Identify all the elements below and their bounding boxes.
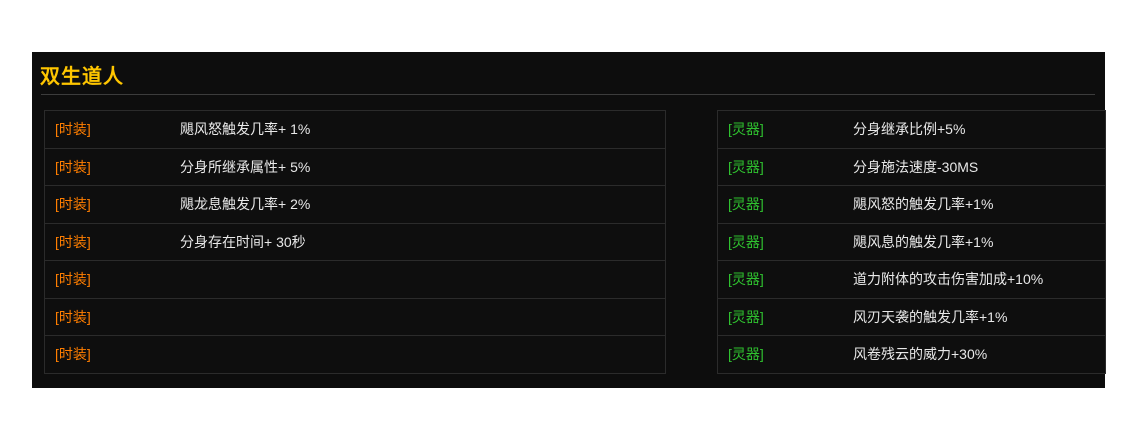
fashion-tag: [时装] [55,271,91,288]
lingqi-tag: [灵器] [728,196,764,213]
fashion-effects-table: [时装] 飓风怒触发几率+ 1% [时装] 分身所继承属性+ 5% [时装] 飓… [44,110,666,374]
table-row: [灵器] 飓风息的触发几率+1% [718,224,1105,261]
effect-text: 风刃天袭的触发几率+1% [853,308,1008,325]
table-row: [时装] [45,261,665,299]
effect-text: 飓风怒的触发几率+1% [853,196,994,213]
table-row: [时装] 飓风怒触发几率+ 1% [45,111,665,149]
table-row: [时装] [45,336,665,373]
title-divider [41,94,1095,95]
lingqi-tag: [灵器] [728,346,764,363]
fashion-tag: [时装] [55,196,91,213]
effect-text: 道力附体的攻击伤害加成+10% [853,271,1044,288]
table-row: [时装] 分身所继承属性+ 5% [45,149,665,186]
page-title: 双生道人 [40,66,124,88]
lingqi-tag: [灵器] [728,158,764,175]
table-row: [时装] 飓龙息触发几率+ 2% [45,186,665,224]
lingqi-tag: [灵器] [728,121,764,138]
effect-text: 分身存在时间+ 30秒 [180,233,306,250]
lingqi-tag: [灵器] [728,271,764,288]
lingqi-effects-table: [灵器] 分身继承比例+5% [灵器] 分身施法速度-30MS [灵器] 飓风怒… [717,110,1106,374]
table-row: [灵器] 风卷残云的威力+30% [718,336,1105,373]
table-row: [灵器] 分身施法速度-30MS [718,149,1105,186]
fashion-tag: [时装] [55,233,91,250]
effect-text: 飓龙息触发几率+ 2% [180,196,311,213]
fashion-tag: [时装] [55,158,91,175]
fashion-tag: [时装] [55,346,91,363]
effect-text: 飓风怒触发几率+ 1% [180,121,311,138]
table-row: [时装] [45,299,665,336]
effect-text: 分身继承比例+5% [853,121,966,138]
table-row: [灵器] 风刃天袭的触发几率+1% [718,299,1105,336]
lingqi-tag: [灵器] [728,233,764,250]
skill-panel: 双生道人 [时装] 飓风怒触发几率+ 1% [时装] 分身所继承属性+ 5% [… [32,52,1106,388]
fashion-tag: [时装] [55,308,91,325]
lingqi-tag: [灵器] [728,308,764,325]
table-row: [灵器] 道力附体的攻击伤害加成+10% [718,261,1105,299]
effect-text: 分身施法速度-30MS [853,158,979,175]
table-row: [时装] 分身存在时间+ 30秒 [45,224,665,261]
effect-text: 飓风息的触发几率+1% [853,233,994,250]
effect-text: 分身所继承属性+ 5% [180,158,311,175]
fashion-tag: [时装] [55,121,91,138]
effect-text: 风卷残云的威力+30% [853,346,988,363]
table-row: [灵器] 飓风怒的触发几率+1% [718,186,1105,224]
table-row: [灵器] 分身继承比例+5% [718,111,1105,149]
